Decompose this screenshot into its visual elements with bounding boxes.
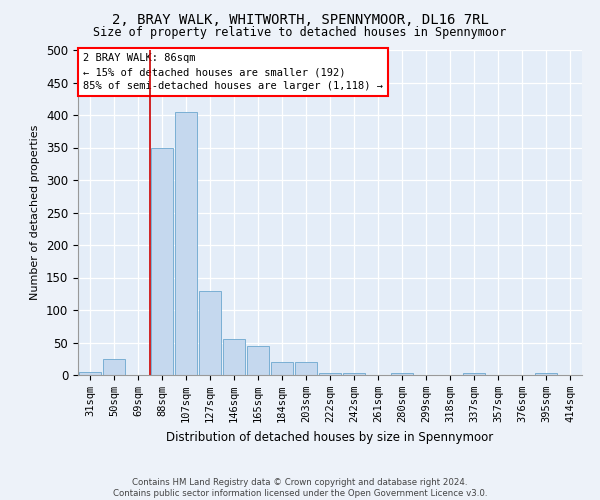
Bar — [151, 148, 173, 375]
Bar — [295, 362, 317, 375]
Bar — [247, 346, 269, 375]
Text: Contains HM Land Registry data © Crown copyright and database right 2024.
Contai: Contains HM Land Registry data © Crown c… — [113, 478, 487, 498]
Bar — [463, 373, 485, 375]
Bar — [79, 372, 101, 375]
Y-axis label: Number of detached properties: Number of detached properties — [31, 125, 40, 300]
Bar — [391, 373, 413, 375]
X-axis label: Distribution of detached houses by size in Spennymoor: Distribution of detached houses by size … — [166, 430, 494, 444]
Text: Size of property relative to detached houses in Spennymoor: Size of property relative to detached ho… — [94, 26, 506, 39]
Bar — [199, 290, 221, 375]
Bar — [175, 112, 197, 375]
Bar — [271, 362, 293, 375]
Bar — [343, 373, 365, 375]
Text: 2, BRAY WALK, WHITWORTH, SPENNYMOOR, DL16 7RL: 2, BRAY WALK, WHITWORTH, SPENNYMOOR, DL1… — [112, 12, 488, 26]
Text: 2 BRAY WALK: 86sqm
← 15% of detached houses are smaller (192)
85% of semi-detach: 2 BRAY WALK: 86sqm ← 15% of detached hou… — [83, 53, 383, 91]
Bar — [223, 339, 245, 375]
Bar — [319, 373, 341, 375]
Bar — [103, 359, 125, 375]
Bar — [535, 373, 557, 375]
